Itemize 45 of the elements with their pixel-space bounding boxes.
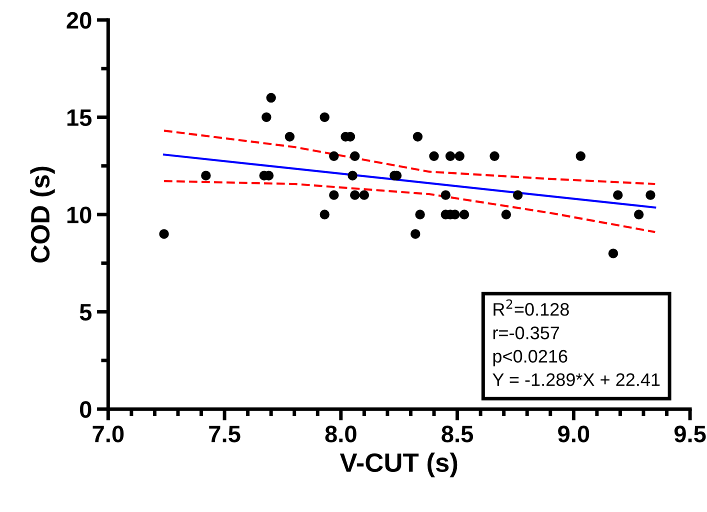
point bbox=[576, 151, 586, 162]
point bbox=[429, 151, 439, 162]
point bbox=[320, 210, 330, 220]
x-tick-label: 8.0 bbox=[325, 426, 356, 442]
x-axis-title: V-CUT (s) bbox=[340, 452, 458, 478]
point bbox=[490, 151, 500, 162]
x-tick-label: 9.0 bbox=[558, 426, 590, 442]
y-axis-title: COD (s) bbox=[30, 166, 55, 263]
point bbox=[348, 170, 358, 180]
line-series bbox=[162, 130, 656, 186]
x-tick-label: 7.0 bbox=[92, 426, 124, 442]
point bbox=[262, 112, 272, 122]
x-tick-label: 9.5 bbox=[674, 426, 706, 442]
point bbox=[412, 132, 423, 142]
y-tick-label: 0 bbox=[80, 401, 92, 418]
y-tick-label: 10 bbox=[67, 206, 92, 224]
point bbox=[266, 92, 276, 103]
point bbox=[634, 210, 644, 220]
y-tick-label: 5 bbox=[80, 304, 92, 321]
point bbox=[329, 190, 339, 200]
point bbox=[512, 190, 523, 200]
point bbox=[410, 229, 420, 239]
point bbox=[201, 170, 211, 180]
annotation: R$^{2}$=0.128 r=-0.357 p<0.0216 Y = -1.289*X + 22.41 bbox=[492, 299, 660, 386]
point bbox=[608, 248, 618, 258]
x-tick-label: 7.5 bbox=[209, 426, 240, 442]
point bbox=[445, 151, 456, 162]
point bbox=[440, 190, 451, 200]
point bbox=[350, 151, 360, 162]
point bbox=[284, 132, 295, 142]
point bbox=[320, 112, 330, 122]
point bbox=[501, 210, 512, 220]
point bbox=[415, 210, 425, 220]
y-tick-label: 15 bbox=[67, 110, 92, 126]
point bbox=[454, 151, 464, 162]
point bbox=[329, 151, 339, 162]
point bbox=[350, 190, 360, 200]
point bbox=[646, 190, 656, 200]
point bbox=[613, 190, 623, 200]
line-series bbox=[162, 180, 656, 234]
y-tick-label: 20 bbox=[66, 12, 92, 29]
point bbox=[459, 210, 470, 220]
point bbox=[159, 229, 169, 239]
x-tick-label: 8.5 bbox=[442, 426, 474, 442]
point bbox=[359, 190, 370, 200]
